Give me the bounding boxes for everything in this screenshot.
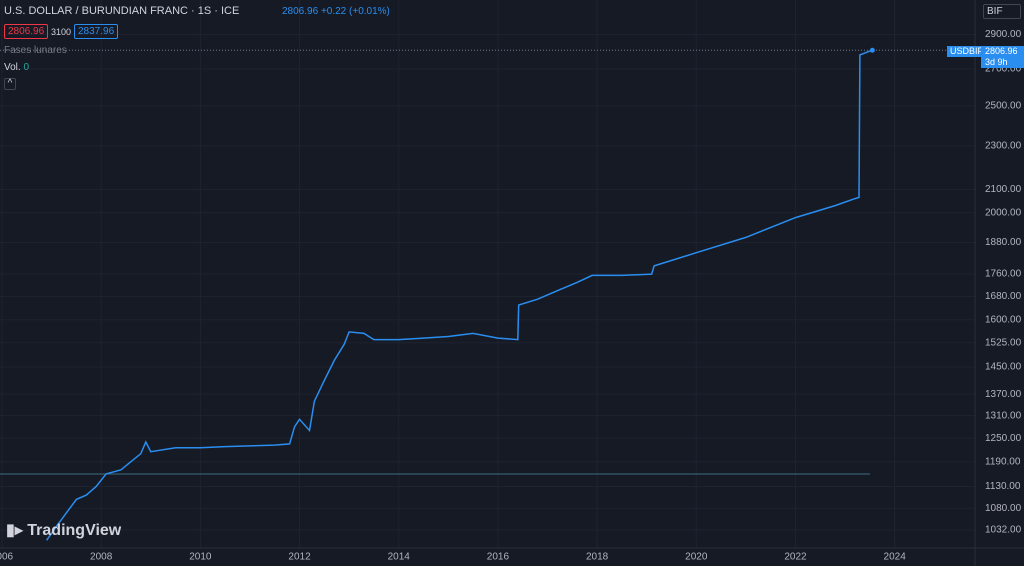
y-tick-label: 2500.00 [985, 100, 1022, 111]
x-tick-label: 2016 [487, 552, 510, 563]
currency-select[interactable]: BIF [983, 4, 1021, 19]
price-line [45, 49, 873, 541]
y-tick-label: 2100.00 [985, 184, 1022, 195]
y-tick-label: 2300.00 [985, 140, 1022, 151]
vol: Vol. 0 [4, 62, 29, 73]
ask[interactable]: 2837.96 [74, 24, 119, 39]
price: 2806.96 [985, 46, 1018, 56]
change-pct: (+0.01%) [349, 6, 390, 17]
change: +0.22 [320, 6, 347, 17]
last: 2806.96 [282, 6, 319, 17]
x-tick-label: 2010 [189, 552, 212, 563]
y-tick-label: 1250.00 [985, 433, 1022, 444]
price-tag: 2806.96 3d 9h [981, 46, 1024, 68]
collapse-button[interactable]: ^ [4, 78, 16, 90]
y-tick-label: 1450.00 [985, 362, 1022, 373]
x-tick-label: 2022 [784, 552, 807, 563]
logo: ▮▸ TradingView [6, 522, 122, 539]
x-tick-label: 2020 [685, 552, 708, 563]
x-tick-label: 2014 [388, 552, 411, 563]
y-tick-label: 1525.00 [985, 337, 1022, 348]
y-tick-label: 1310.00 [985, 410, 1022, 421]
y-tick-label: 1680.00 [985, 291, 1022, 302]
last-point [869, 47, 875, 53]
countdown: 3d 9h [985, 57, 1008, 67]
y-tick-label: 2000.00 [985, 207, 1022, 218]
y-tick-label: 1130.00 [985, 481, 1021, 492]
x-tick-label: 2006 [0, 552, 14, 563]
bid[interactable]: 2806.96 [4, 24, 49, 39]
y-tick-label: 1080.00 [985, 503, 1022, 514]
indicator: Fases lunares [4, 45, 67, 56]
title: U.S. DOLLAR / BURUNDIAN FRANC · 1S · ICE [4, 5, 240, 17]
vol-label: Vol. [4, 62, 21, 73]
y-tick-label: 1600.00 [985, 314, 1022, 325]
y-tick-label: 2900.00 [985, 29, 1022, 40]
price-axis [975, 0, 1024, 566]
y-tick-label: 1032.00 [985, 525, 1022, 536]
spread: 3100 [51, 27, 72, 37]
quote: 2806.96 +0.22 (+0.01%) [282, 6, 390, 17]
y-tick-label: 1370.00 [985, 389, 1022, 400]
x-tick-label: 2012 [288, 552, 311, 563]
y-tick-label: 1190.00 [985, 456, 1021, 467]
symbol-title: U.S. DOLLAR / BURUNDIAN FRANC · 1S · ICE [4, 5, 239, 17]
x-tick-label: 2024 [884, 552, 907, 563]
vol-value: 0 [23, 62, 30, 73]
symbol-tag: USDBIF [947, 46, 987, 57]
y-tick-label: 2700.00 [985, 64, 1022, 75]
logo-text: TradingView [27, 522, 122, 539]
y-tick-label: 1880.00 [985, 237, 1022, 248]
y-tick-label: 1760.00 [985, 269, 1022, 280]
x-tick-label: 2018 [586, 552, 609, 563]
x-tick-label: 2008 [90, 552, 113, 563]
